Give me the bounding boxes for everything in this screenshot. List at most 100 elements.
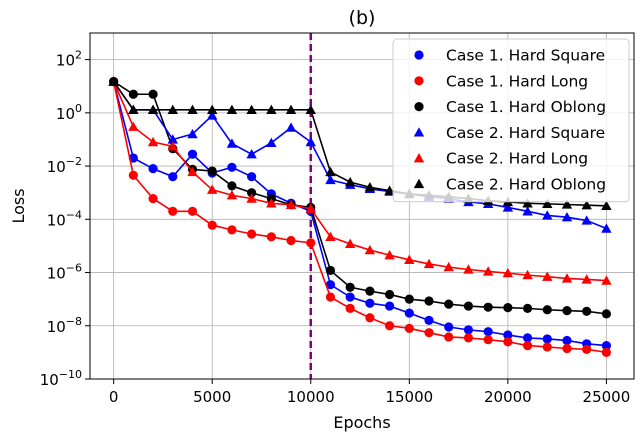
data-point <box>167 134 178 144</box>
legend-marker <box>413 178 425 189</box>
data-point <box>601 200 612 211</box>
data-point <box>266 137 277 147</box>
data-point <box>503 337 513 347</box>
data-point <box>601 223 612 233</box>
data-point <box>285 122 297 132</box>
legend-label: Case 1. Hard Square <box>446 47 605 65</box>
data-point <box>286 235 296 246</box>
data-point <box>424 315 434 325</box>
plot-frame <box>89 32 635 380</box>
data-point <box>207 184 218 194</box>
data-point <box>168 172 178 182</box>
y-tick-label: 10−2 <box>47 155 82 176</box>
data-point <box>384 289 395 300</box>
legend-box <box>392 38 630 203</box>
data-point <box>285 199 297 209</box>
data-point <box>305 136 316 147</box>
data-point <box>424 296 434 306</box>
data-point <box>128 104 139 114</box>
data-point <box>325 231 336 241</box>
data-point <box>226 138 238 148</box>
data-point <box>522 303 533 313</box>
data-point <box>148 164 158 174</box>
data-point <box>266 198 277 208</box>
data-point <box>542 271 553 281</box>
data-point <box>207 110 218 120</box>
data-point <box>601 275 612 285</box>
data-point <box>364 182 376 192</box>
data-point <box>562 343 572 354</box>
series <box>109 76 612 357</box>
data-point <box>444 332 454 342</box>
data-point <box>226 190 238 200</box>
legend-marker <box>413 127 425 137</box>
legend: Case 1. Hard Square Case 1. Hard Long Case… <box>392 38 630 203</box>
data-point <box>423 258 435 269</box>
data-point <box>561 212 573 222</box>
series-line <box>112 81 607 207</box>
data-point <box>266 104 277 114</box>
data-point <box>502 267 514 278</box>
data-point <box>365 298 375 308</box>
data-point <box>522 340 533 351</box>
data-point <box>404 294 414 304</box>
legend-label: Case 2. Hard Long <box>446 150 588 168</box>
data-point <box>168 206 178 216</box>
data-point <box>325 292 336 302</box>
x-tick-label: 15000 <box>385 388 433 406</box>
data-point <box>562 306 572 316</box>
y-axis: 10−10 10−8 10−6 10−4 10−2 100 102 <box>40 49 90 389</box>
data-point <box>128 121 139 131</box>
data-point <box>227 181 237 191</box>
data-point <box>404 254 415 264</box>
legend-marker <box>414 102 424 112</box>
data-point <box>306 238 316 248</box>
data-point <box>167 104 178 114</box>
data-point <box>187 166 198 177</box>
y-tick-label: 10−6 <box>47 262 82 283</box>
data-point <box>561 273 573 283</box>
data-point <box>404 323 414 333</box>
data-point <box>187 128 198 139</box>
x-tick-label: 10000 <box>287 388 335 406</box>
data-point <box>345 282 355 292</box>
data-point <box>187 104 198 114</box>
data-point <box>147 136 159 147</box>
data-point <box>483 335 493 345</box>
data-point <box>247 229 257 239</box>
x-tick-label: 25000 <box>583 388 631 406</box>
data-point <box>325 280 336 290</box>
data-point <box>483 302 493 312</box>
series <box>109 76 612 351</box>
legend-label: Case 2. Hard Square <box>446 124 605 142</box>
data-point <box>148 193 158 204</box>
data-point <box>365 286 375 296</box>
data-point <box>128 170 138 180</box>
data-point <box>601 347 612 357</box>
data-point <box>522 206 533 216</box>
data-point <box>463 264 474 274</box>
data-point <box>562 335 572 346</box>
data-point <box>581 199 592 210</box>
data-point <box>463 325 474 335</box>
data-point <box>482 266 494 276</box>
data-point <box>325 166 336 177</box>
data-point <box>247 188 257 198</box>
data-point <box>522 333 533 343</box>
data-point <box>384 321 395 331</box>
y-axis-title: Loss <box>9 188 28 223</box>
data-point <box>344 176 356 187</box>
data-point <box>582 344 592 354</box>
data-point <box>581 274 592 284</box>
data-point <box>463 333 474 343</box>
data-point <box>147 104 159 114</box>
y-tick-label: 102 <box>56 49 82 70</box>
x-tick-label: 5000 <box>193 388 231 406</box>
data-point <box>542 305 552 315</box>
data-point <box>364 244 376 255</box>
data-point <box>581 215 592 225</box>
data-point <box>246 193 257 203</box>
data-point <box>503 330 513 340</box>
data-point <box>246 148 257 159</box>
